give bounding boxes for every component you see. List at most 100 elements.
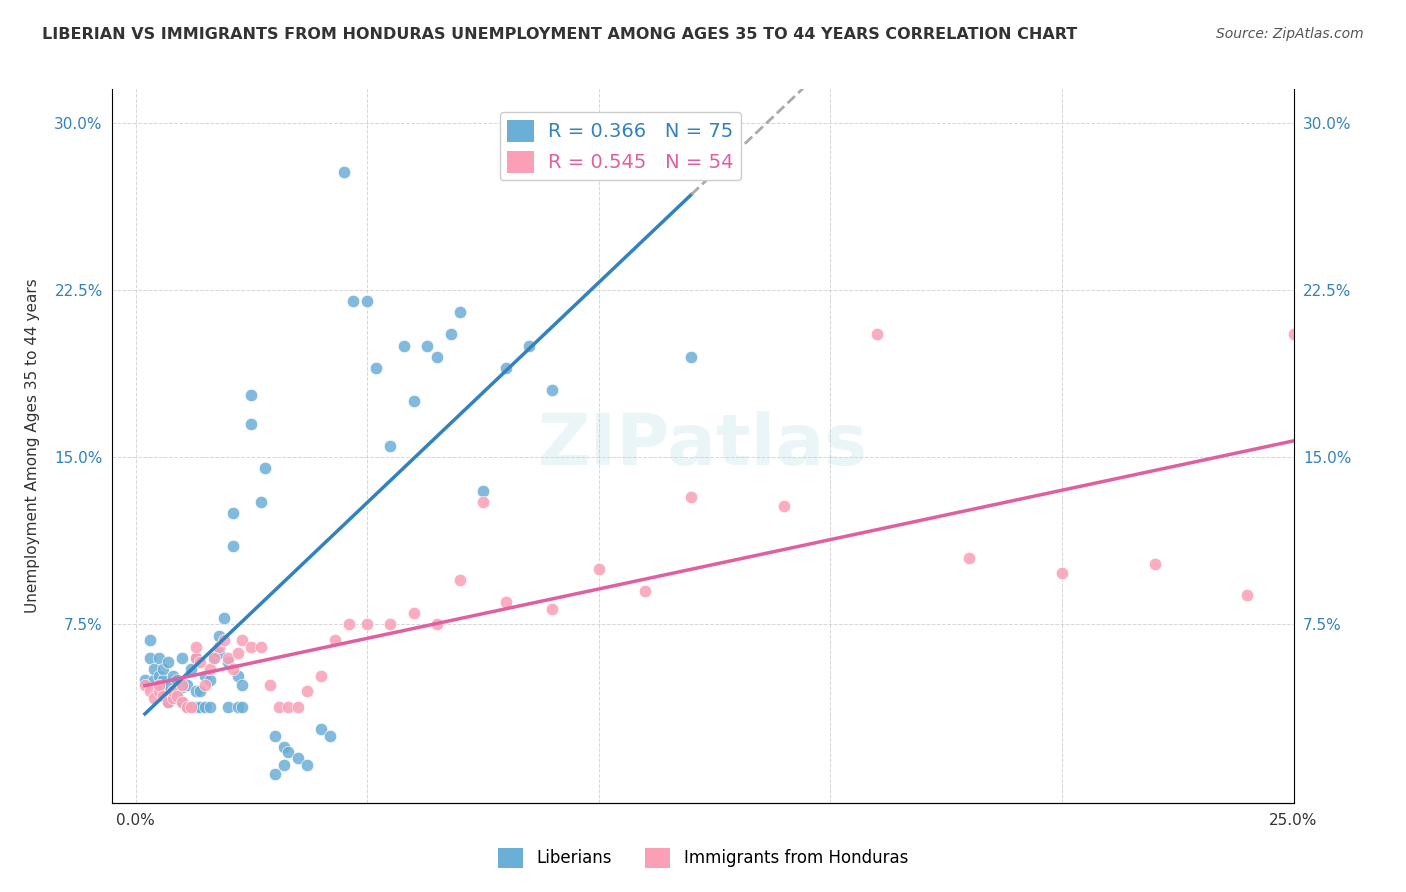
Point [162,684,184,698]
Point [356,293,378,308]
Point [240,640,263,654]
Point [439,327,461,342]
Point [217,651,239,665]
Point [162,684,184,698]
Point [143,662,166,676]
Point [295,684,318,698]
Point [517,338,540,352]
Point [180,699,202,714]
Point [1050,566,1073,580]
Point [541,384,564,398]
Point [295,758,318,772]
Point [380,439,402,453]
Point [162,669,184,683]
Text: ZIPatlas: ZIPatlas [538,411,868,481]
Point [162,690,184,705]
Point [472,483,495,498]
Point [323,633,346,648]
Point [212,633,235,648]
Point [202,651,225,665]
Point [259,678,281,692]
Point [495,595,517,609]
Point [495,360,517,375]
Point [634,583,657,598]
Point [541,601,564,615]
Y-axis label: Unemployment Among Ages 35 to 44 years: Unemployment Among Ages 35 to 44 years [25,278,41,614]
Point [198,699,221,714]
Point [208,628,231,642]
Point [1282,327,1305,342]
Point [180,662,202,676]
Point [180,699,202,714]
Point [194,678,217,692]
Point [263,767,285,781]
Point [222,662,245,676]
Point [134,673,156,687]
Point [866,327,889,342]
Point [402,607,425,621]
Point [148,651,170,665]
Point [273,758,295,772]
Point [263,729,285,743]
Point [166,673,188,687]
Point [157,696,180,710]
Point [194,699,217,714]
Point [231,678,253,692]
Point [231,699,253,714]
Point [269,699,291,714]
Point [356,617,378,632]
Point [380,617,402,632]
Point [152,689,174,703]
Point [277,699,299,714]
Point [681,490,703,504]
Point [157,696,180,710]
Point [198,662,221,676]
Point [152,662,174,676]
Point [249,640,271,654]
Point [148,678,170,692]
Point [138,684,160,698]
Point [222,539,245,553]
Point [184,684,207,698]
Point [170,696,193,710]
Point [287,751,309,765]
Point [773,500,796,514]
Point [166,689,188,703]
Point [1236,589,1258,603]
Point [148,684,170,698]
Point [170,678,193,692]
Legend: R = 0.366   N = 75, R = 0.545   N = 54: R = 0.366 N = 75, R = 0.545 N = 54 [499,112,741,180]
Point [190,699,212,714]
Point [138,633,160,648]
Point [176,678,198,692]
Point [426,350,449,364]
Point [337,617,360,632]
Point [198,673,221,687]
Point [240,387,263,401]
Point [957,550,980,565]
Point [217,699,239,714]
Point [184,651,207,665]
Point [208,640,231,654]
Point [226,669,249,683]
Point [212,610,235,624]
Point [170,680,193,694]
Point [157,678,180,692]
Point [148,678,170,692]
Point [309,669,332,683]
Point [184,640,207,654]
Point [194,669,217,683]
Point [202,651,225,665]
Point [157,655,180,669]
Point [208,646,231,660]
Text: Source: ZipAtlas.com: Source: ZipAtlas.com [1216,27,1364,41]
Point [402,394,425,409]
Point [134,678,156,692]
Text: LIBERIAN VS IMMIGRANTS FROM HONDURAS UNEMPLOYMENT AMONG AGES 35 TO 44 YEARS CORR: LIBERIAN VS IMMIGRANTS FROM HONDURAS UNE… [42,27,1077,42]
Point [190,655,212,669]
Point [472,494,495,508]
Point [170,696,193,710]
Point [170,651,193,665]
Point [309,723,332,737]
Point [148,669,170,683]
